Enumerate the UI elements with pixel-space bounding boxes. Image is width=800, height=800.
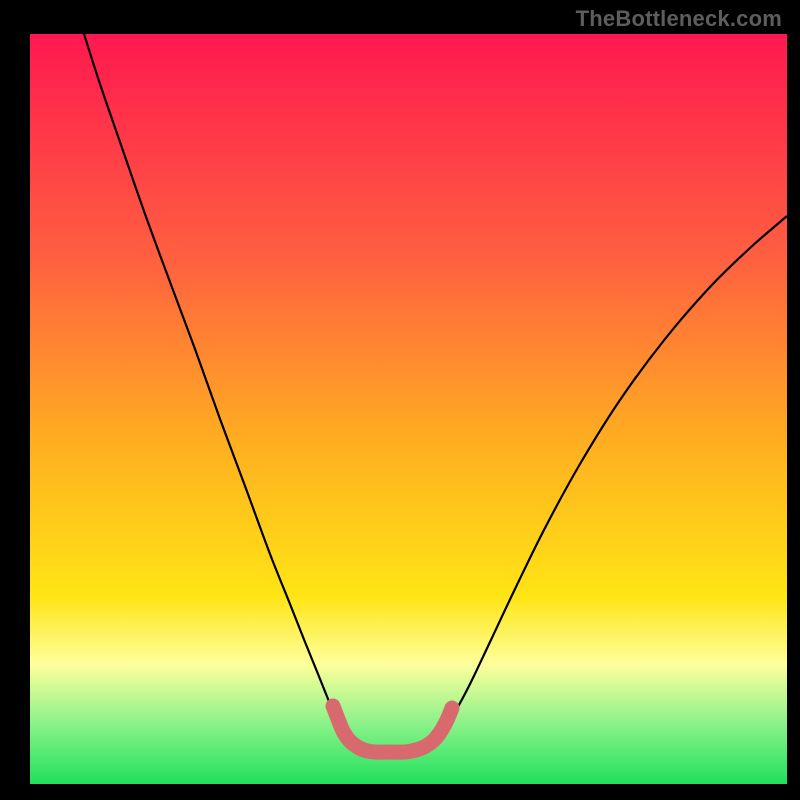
curve-svg [30,34,787,784]
plot-gradient-area [30,34,787,784]
watermark-text: TheBottleneck.com [576,6,782,32]
bottleneck-curve [84,34,787,752]
valley-marker [333,706,452,752]
